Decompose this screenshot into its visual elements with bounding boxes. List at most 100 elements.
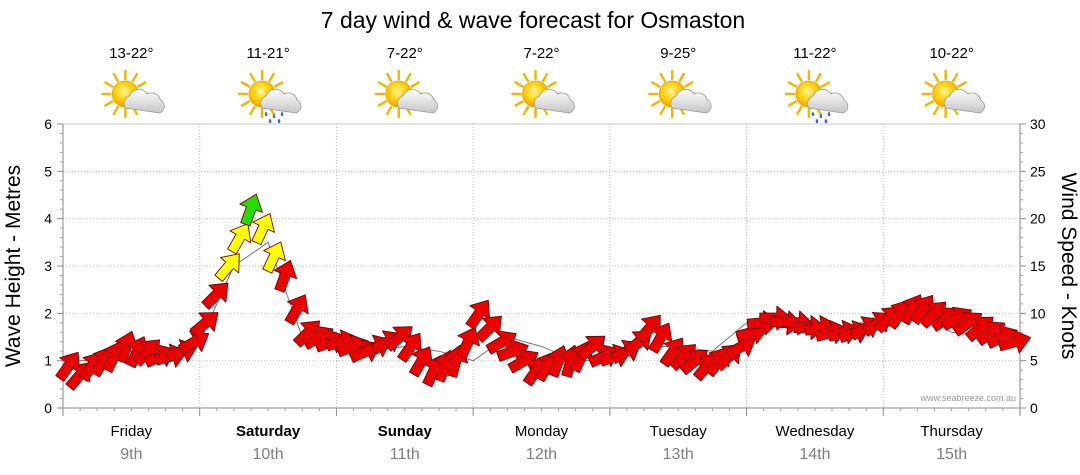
- partly-cloudy-weather-icon: [511, 69, 575, 119]
- sun-ray: [249, 105, 256, 116]
- right-tick-label: 10: [1030, 305, 1046, 321]
- right-tick-label: 30: [1030, 116, 1046, 132]
- sun-ray: [131, 72, 139, 83]
- sun-ray: [386, 105, 393, 116]
- left-tick-label: 2: [44, 305, 52, 321]
- chart-title: 7 day wind & wave forecast for Osmaston: [321, 7, 745, 33]
- rain-drop: [815, 118, 819, 124]
- wind-arrow: [201, 282, 229, 310]
- wind-arrow-shape: [456, 326, 480, 359]
- rain-drop: [268, 118, 272, 124]
- wind-arrow: [456, 326, 480, 359]
- sun-ray: [522, 105, 530, 116]
- day-name-label: Sunday: [378, 423, 433, 440]
- sun-ray: [240, 81, 251, 88]
- sun-ray: [410, 81, 420, 88]
- day-name-label: Tuesday: [650, 423, 707, 440]
- right-tick-label: 0: [1030, 400, 1038, 416]
- sun-ray: [787, 100, 798, 107]
- day-date-label: 10th: [253, 446, 284, 463]
- sun-ray: [651, 100, 661, 107]
- sun-ray: [112, 105, 120, 116]
- cloud-shape: [943, 88, 985, 114]
- sun-ray: [514, 100, 524, 107]
- sun-ray: [659, 105, 666, 116]
- day-date-label: 14th: [799, 446, 830, 463]
- sun-ray: [815, 72, 822, 83]
- day-date-label: 11th: [390, 446, 420, 463]
- cloud-shape: [123, 88, 165, 114]
- sun-ray: [386, 72, 393, 83]
- day-date-label: 13th: [663, 446, 694, 463]
- day-temp-label: 11-22°: [793, 45, 836, 62]
- left-tick-label: 0: [44, 400, 52, 416]
- rain-drop: [272, 113, 276, 119]
- sun-ray: [377, 81, 388, 88]
- sun-ray: [683, 81, 694, 88]
- left-tick-label: 3: [44, 258, 52, 274]
- showers-weather-icon: [784, 69, 849, 124]
- weather-icons: [101, 69, 985, 124]
- cloud-shape: [397, 88, 439, 114]
- sun-ray: [514, 81, 524, 88]
- wind-arrow: [239, 193, 263, 227]
- sun-ray: [951, 72, 959, 83]
- day-temp-label: 7-22°: [387, 45, 423, 62]
- sun-ray: [377, 100, 388, 107]
- day-date-label: 9th: [120, 446, 142, 463]
- sun-ray: [957, 81, 967, 88]
- sun-ray: [104, 100, 114, 107]
- day-name-label: Friday: [111, 423, 153, 440]
- sun-ray: [932, 72, 940, 83]
- wind-arrow-shape: [273, 259, 298, 293]
- rain-drop: [811, 111, 815, 117]
- right-tick-label: 20: [1030, 211, 1046, 227]
- day-temp-label: 13-22°: [109, 45, 153, 62]
- wind-arrow: [284, 294, 309, 326]
- wind-arrow-shape: [201, 282, 229, 310]
- wind-arrow: [214, 253, 240, 282]
- rain-drop: [827, 111, 831, 117]
- left-tick-label: 4: [44, 211, 52, 227]
- wind-arrow: [177, 330, 210, 355]
- day-temp-label: 7-22°: [523, 45, 559, 62]
- sun-ray: [796, 72, 803, 83]
- wind-arrow-shape: [189, 312, 219, 338]
- temperature-labels: 13-22° 11-21° 7-22° 7-22° 9-25° 11-22° 10-22°: [109, 45, 974, 62]
- sun-ray: [547, 81, 557, 88]
- cloud-shape: [533, 88, 575, 114]
- wind-series: [55, 193, 1031, 391]
- day-name-label: Saturday: [236, 423, 301, 440]
- cloud-shape: [670, 88, 712, 114]
- partly-cloudy-weather-icon: [921, 69, 985, 119]
- wind-arrow-shape: [474, 315, 502, 343]
- sun-ray: [924, 100, 934, 107]
- sun-ray: [820, 81, 831, 88]
- wind-arrow-shape: [239, 193, 263, 227]
- wind-arrow: [251, 213, 275, 246]
- right-axis: 0 5 10 15 20 25 30: [1019, 116, 1046, 416]
- day-date-label: 12th: [526, 446, 557, 463]
- wind-arrow-shape: [997, 329, 1031, 354]
- sun-ray: [273, 81, 284, 88]
- rain-drop: [824, 118, 828, 124]
- day-name-label: Wednesday: [775, 423, 854, 440]
- sun-ray: [659, 72, 666, 83]
- cloud-shape: [807, 88, 849, 114]
- left-tick-label: 5: [44, 163, 52, 179]
- sun-ray: [249, 72, 256, 83]
- day-temp-label: 9-25°: [660, 45, 696, 62]
- wind-arrow: [262, 241, 286, 274]
- right-tick-label: 5: [1030, 353, 1038, 369]
- left-tick-label: 6: [44, 116, 52, 132]
- partly-cloudy-weather-icon: [374, 69, 439, 119]
- left-axis-title: Wave Height - Metres: [2, 165, 25, 367]
- sun-ray: [541, 72, 549, 83]
- sun-ray: [651, 81, 661, 88]
- sun-ray: [932, 105, 940, 116]
- sun-ray: [787, 81, 798, 88]
- wind-arrow-shape: [284, 294, 309, 326]
- right-axis-title: Wind Speed - Knots: [1057, 173, 1080, 360]
- rain-drop: [280, 111, 284, 117]
- wind-arrow: [997, 329, 1031, 354]
